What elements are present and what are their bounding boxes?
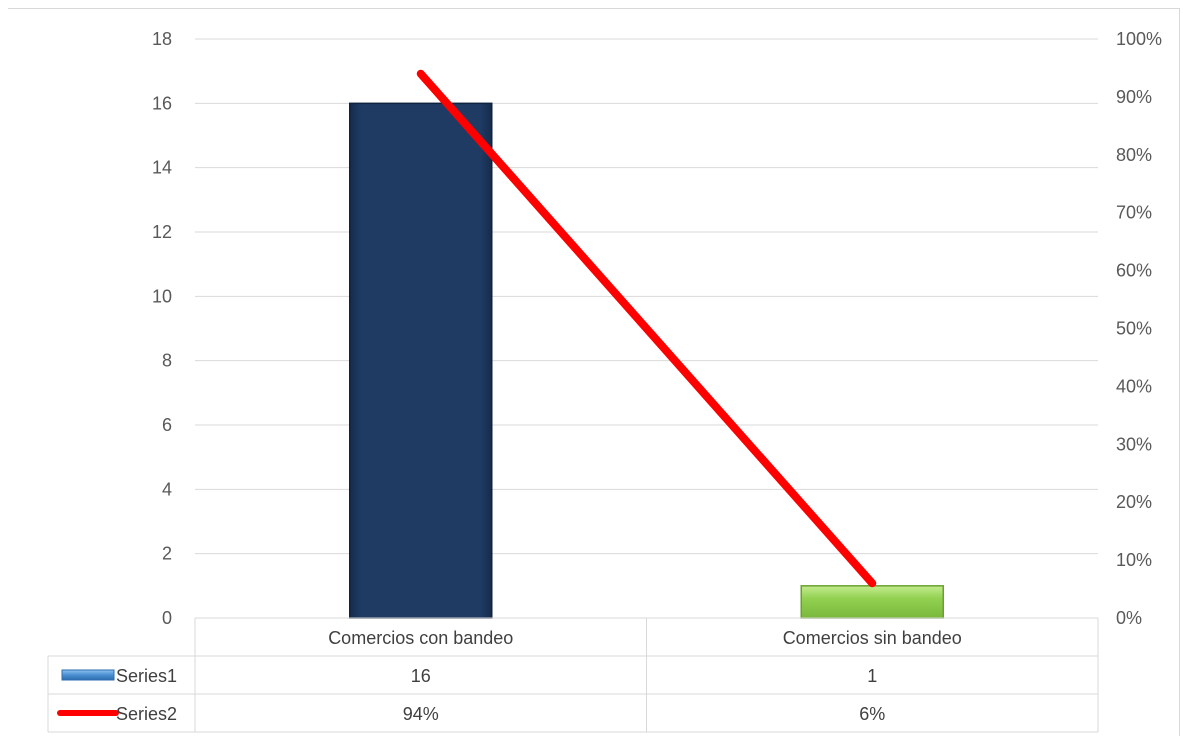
right-tick-label: 10% — [1116, 550, 1152, 570]
right-tick-label: 30% — [1116, 434, 1152, 454]
left-tick-label: 14 — [152, 158, 172, 178]
legend-key-series1 — [61, 669, 115, 681]
right-tick-label: 80% — [1116, 145, 1152, 165]
right-tick-label: 60% — [1116, 261, 1152, 281]
data-label: 16 — [411, 666, 431, 686]
category-label: Comercios sin bandeo — [783, 628, 962, 648]
right-tick-label: 90% — [1116, 87, 1152, 107]
left-axis-ticks: 0 2 4 6 8 10 12 14 16 18 — [152, 29, 172, 628]
data-label: 94% — [403, 704, 439, 724]
line-series — [416, 69, 877, 588]
left-tick-label: 12 — [152, 222, 172, 242]
bar-2 — [800, 585, 944, 619]
chart-frame — [8, 8, 1180, 736]
right-tick-label: 40% — [1116, 376, 1152, 396]
left-tick-label: 2 — [162, 544, 172, 564]
right-tick-label: 50% — [1116, 319, 1152, 339]
left-tick-label: 16 — [152, 93, 172, 113]
right-tick-label: 20% — [1116, 492, 1152, 512]
data-table: Comercios con bandeo Comercios sin bandeo… — [47, 617, 1099, 733]
left-tick-label: 8 — [162, 351, 172, 371]
gridlines — [195, 38, 1098, 555]
left-tick-label: 4 — [162, 479, 172, 499]
right-tick-label: 100% — [1116, 29, 1162, 49]
left-tick-label: 18 — [152, 29, 172, 49]
bar-1 — [349, 102, 493, 619]
category-label: Comercios con bandeo — [328, 628, 513, 648]
right-tick-label: 0% — [1116, 608, 1142, 628]
left-tick-label: 6 — [162, 415, 172, 435]
line-path — [416, 69, 877, 588]
right-tick-label: 70% — [1116, 203, 1152, 223]
series-name: Series1 — [116, 666, 177, 686]
series-name: Series2 — [116, 704, 177, 724]
data-label: 1 — [867, 666, 877, 686]
right-axis-ticks: 0% 10% 20% 30% 40% 50% 60% 70% 80% 90% 100% — [1116, 29, 1162, 628]
data-label: 6% — [859, 704, 885, 724]
left-tick-label: 0 — [162, 608, 172, 628]
left-tick-label: 10 — [152, 286, 172, 306]
